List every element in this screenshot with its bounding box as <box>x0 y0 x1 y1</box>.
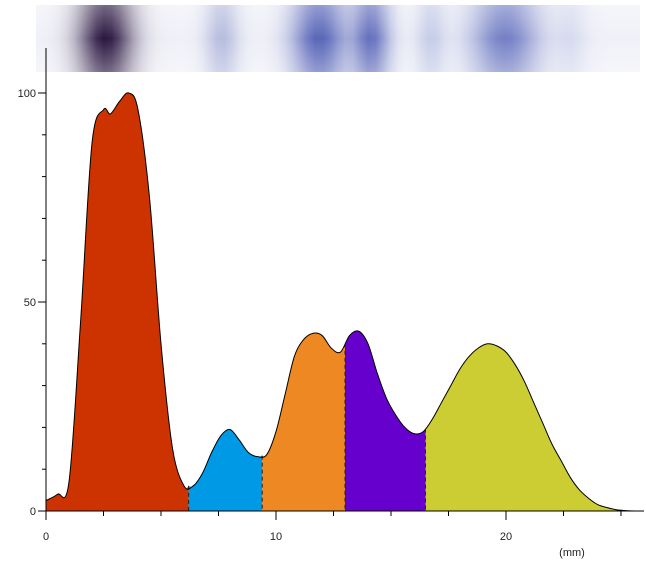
x-axis-unit-label: (mm) <box>559 547 585 559</box>
x-tick-label: 0 <box>43 531 49 543</box>
y-tick-label: 0 <box>30 506 36 518</box>
peak-region-4 <box>345 331 426 511</box>
gel-lane-shading <box>36 5 640 72</box>
x-tick-label: 10 <box>270 531 282 543</box>
peak-region-5 <box>426 344 645 511</box>
peak-region-2 <box>189 429 263 511</box>
gel-lane-image <box>36 5 640 72</box>
peak-region-3 <box>262 333 345 511</box>
x-tick-label: 20 <box>500 531 512 543</box>
y-tick-label: 100 <box>18 88 36 100</box>
y-tick-label: 50 <box>24 297 36 309</box>
peak-region-1 <box>46 93 189 511</box>
profile-regions <box>46 93 644 511</box>
